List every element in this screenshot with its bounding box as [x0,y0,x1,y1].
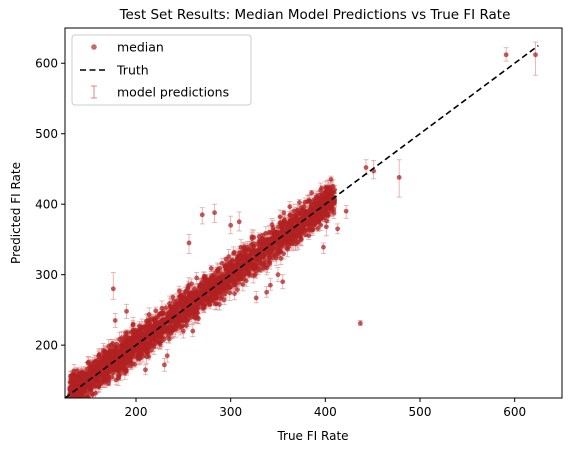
chart-title: Test Set Results: Median Model Predictio… [119,7,511,23]
plot-area [65,41,539,398]
